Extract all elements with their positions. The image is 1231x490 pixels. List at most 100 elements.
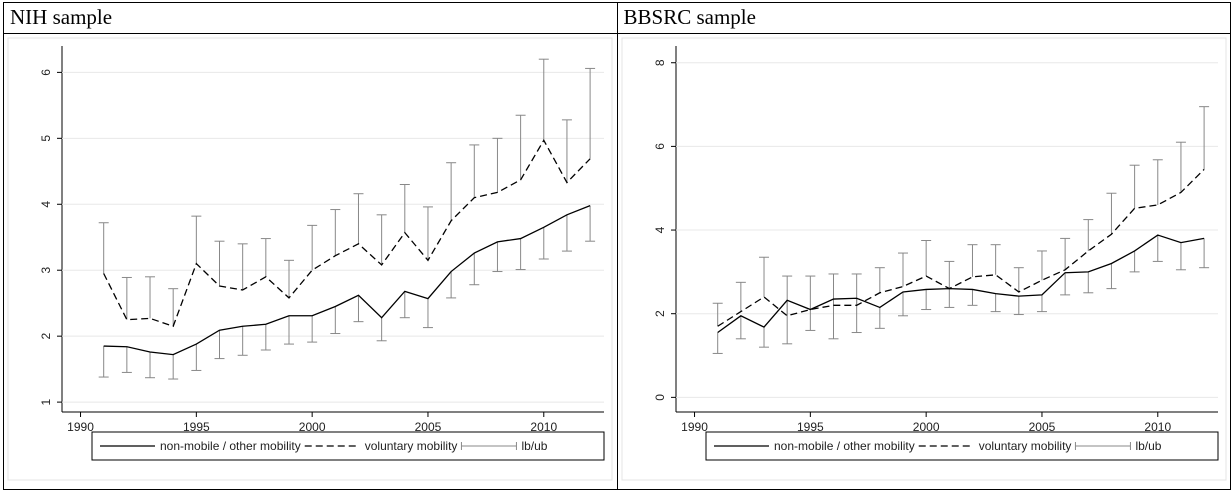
error-bar — [781, 275, 792, 316]
error-bar — [307, 315, 318, 343]
error-bar — [422, 206, 433, 261]
error-bar — [758, 256, 769, 297]
error-bar — [1013, 267, 1024, 292]
error-bar — [538, 227, 549, 260]
error-bar — [214, 240, 225, 287]
y-tick-label: 2 — [39, 333, 53, 340]
y-tick-label: 4 — [653, 226, 667, 233]
error-bar — [561, 119, 572, 183]
x-tick-label: 2010 — [530, 420, 557, 434]
error-bar — [804, 275, 815, 310]
error-bar — [1013, 296, 1024, 316]
error-bar — [330, 306, 341, 335]
error-bar — [585, 205, 596, 242]
x-tick-label: 1995 — [183, 420, 210, 434]
error-bar — [446, 162, 457, 221]
error-bar — [237, 326, 248, 356]
error-bar — [121, 276, 132, 320]
error-bar — [1105, 263, 1116, 290]
error-bar — [1036, 250, 1047, 281]
chart: 1 2 3 4 5 6 1990 1995 2000 2005 2010 non-mobile / o… — [7, 37, 613, 481]
error-bar — [283, 315, 294, 345]
error-bar — [1198, 106, 1209, 170]
error-bar — [874, 267, 885, 293]
error-bar — [168, 288, 179, 327]
error-bar — [330, 209, 341, 256]
series-line — [103, 204, 591, 356]
error-bar — [735, 281, 746, 312]
error-bar — [897, 291, 908, 317]
error-bar — [422, 298, 433, 329]
error-bar — [1082, 219, 1093, 251]
legend-label: lb/ub — [521, 439, 547, 453]
error-bar — [1059, 237, 1070, 270]
y-tick-label: 6 — [653, 143, 667, 150]
error-bar — [712, 302, 723, 327]
error-bar — [145, 276, 156, 319]
chart-background — [7, 37, 613, 481]
series-line — [716, 168, 1205, 327]
error-bar — [1105, 192, 1116, 235]
header-cell: BBSRC sample — [616, 2, 1231, 34]
error-bar — [1036, 294, 1047, 313]
error-bar — [446, 271, 457, 299]
error-bar — [469, 144, 480, 198]
error-bar — [1059, 272, 1070, 296]
error-bar — [399, 183, 410, 233]
legend-label: lb/ub — [1135, 439, 1161, 453]
y-tick-label: 8 — [653, 59, 667, 66]
error-bar — [561, 214, 572, 252]
y-tick-label: 0 — [653, 394, 667, 401]
legend-box — [91, 431, 605, 461]
chart-cell: 0 2 4 6 8 1990 1995 2000 2005 2010 non-mobile / ot… — [616, 33, 1231, 490]
y-tick-label: 3 — [39, 267, 53, 274]
error-bar — [98, 222, 109, 274]
error-bar — [943, 288, 954, 308]
error-bar — [283, 259, 294, 298]
error-bar — [1198, 238, 1209, 269]
error-bar — [735, 315, 746, 340]
error-bar — [538, 58, 549, 141]
error-bar — [851, 273, 862, 306]
y-tick-label: 5 — [39, 135, 53, 142]
error-bar — [515, 238, 526, 271]
error-bar — [492, 137, 503, 193]
y-tick-label: 4 — [39, 201, 53, 208]
legend-label: voluntary mobility — [365, 439, 458, 453]
series-line — [103, 138, 591, 328]
error-bar — [966, 244, 977, 277]
legend-label: voluntary mobility — [978, 439, 1071, 453]
error-bar — [804, 309, 815, 331]
x-tick-label: 2000 — [299, 420, 326, 434]
error-bar — [966, 289, 977, 306]
x-tick-label: 2000 — [912, 420, 939, 434]
error-bar — [1175, 242, 1186, 271]
error-bar — [492, 241, 503, 273]
error-bar — [145, 351, 156, 379]
error-bar — [515, 114, 526, 180]
error-bar — [1129, 164, 1140, 209]
error-bar — [121, 346, 132, 373]
error-bar — [307, 224, 318, 271]
error-bar — [943, 260, 954, 289]
x-tick-label: 2005 — [1028, 420, 1055, 434]
table: NIH sample BBSRC sample 1 2 3 4 5 6 1990 1995 20… — [3, 2, 1231, 490]
error-bar — [191, 344, 202, 371]
error-bar — [712, 332, 723, 354]
y-tick-label: 2 — [653, 310, 667, 317]
series-line — [716, 234, 1204, 334]
error-bar — [874, 307, 885, 329]
cell-title: BBSRC sample — [623, 5, 756, 29]
error-bar — [1175, 141, 1186, 193]
error-bar — [758, 327, 769, 348]
legend-label: non-mobile / other mobility — [774, 439, 915, 453]
error-bar — [990, 293, 1001, 313]
x-tick-label: 1995 — [796, 420, 823, 434]
error-bar — [399, 291, 410, 319]
error-bar — [353, 295, 364, 323]
y-tick-label: 1 — [39, 398, 53, 405]
error-bar — [920, 240, 931, 277]
legend-label: non-mobile / other mobility — [160, 439, 301, 453]
chart-cell: 1 2 3 4 5 6 1990 1995 2000 2005 2010 non-mobile / o… — [3, 33, 618, 490]
